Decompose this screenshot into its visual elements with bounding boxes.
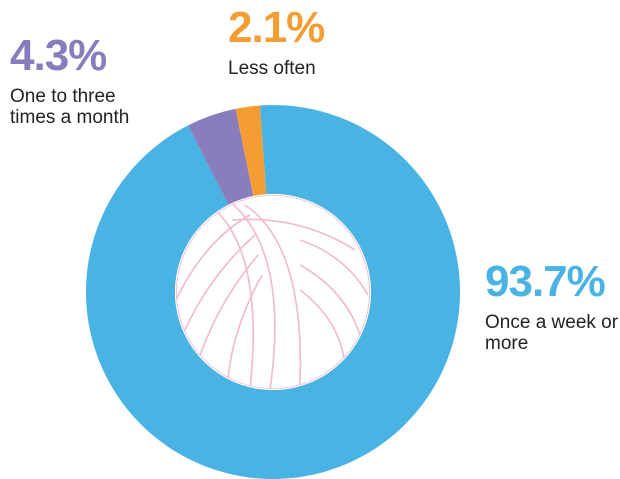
percent-label: 4.3%	[10, 31, 107, 80]
category-label: One to three times a month	[10, 86, 130, 128]
category-label: Once a week or more	[485, 312, 619, 354]
slice	[235, 105, 267, 196]
slice	[188, 108, 254, 205]
slice	[86, 105, 461, 479]
percent-label: 2.1%	[228, 3, 325, 52]
slice-label: 4.3% One to three times a month	[10, 31, 160, 129]
volleyball	[175, 194, 371, 390]
category-label: Less often	[228, 58, 316, 79]
slice-label: 2.1% Less often	[228, 3, 358, 80]
slice-label: 93.7% Once a week or more	[485, 257, 620, 355]
percent-label: 93.7%	[485, 257, 606, 306]
